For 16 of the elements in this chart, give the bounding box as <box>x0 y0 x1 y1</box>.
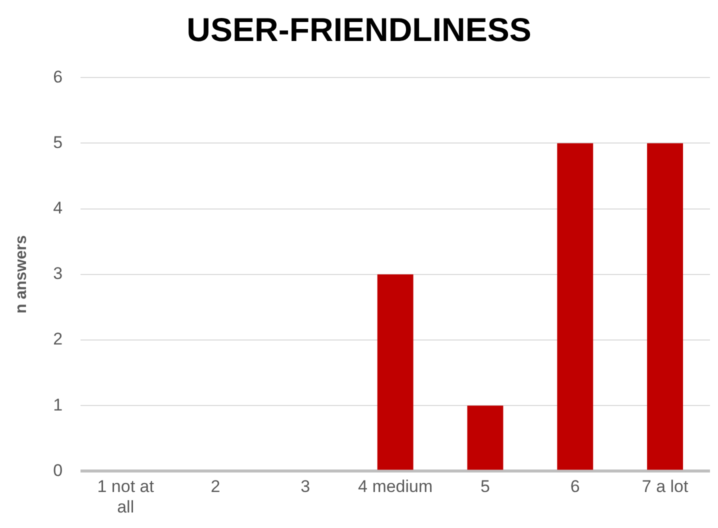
y-tick-label: 6 <box>53 67 63 86</box>
x-tick-label: 2 <box>210 477 220 496</box>
y-tick-label: 5 <box>53 132 63 152</box>
x-tick-label: 1 not at all <box>97 477 154 516</box>
chart-title: USER-FRIENDLINESS <box>186 10 532 48</box>
x-tick-label: 7 a lot <box>642 477 688 496</box>
x-tick-label: 3 <box>300 477 310 496</box>
y-axis-title: n answers <box>13 235 30 314</box>
y-tick-label: 0 <box>53 460 63 480</box>
x-tick-label: 6 <box>570 477 580 496</box>
y-tick-label: 3 <box>53 264 63 284</box>
y-tick-label: 2 <box>53 330 63 349</box>
y-tick-label: 1 <box>53 395 63 414</box>
x-tick-label: 4 medium <box>358 477 433 496</box>
x-tick-label: 5 <box>480 477 490 496</box>
y-tick-label: 4 <box>53 198 63 218</box>
